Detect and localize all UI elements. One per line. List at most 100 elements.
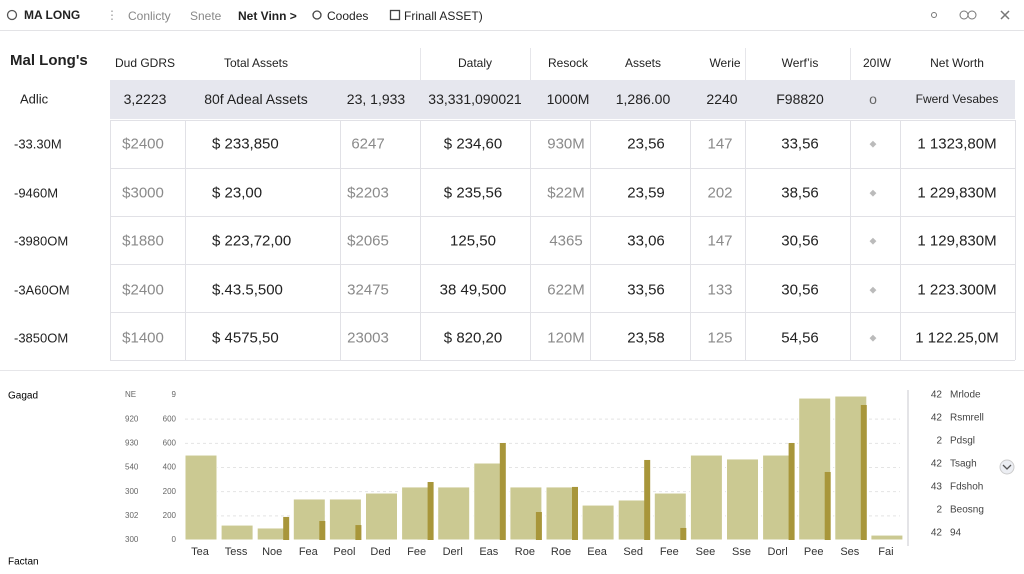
column-header: Total Assets <box>223 56 289 70</box>
axis-label: 920 <box>125 414 139 423</box>
col-divider <box>530 120 531 360</box>
bar <box>499 442 506 540</box>
cell: 4365 <box>549 232 583 250</box>
nav-item[interactable]: Snete <box>190 9 222 23</box>
cell: 30,56 <box>781 281 819 298</box>
nav-item[interactable]: Frinall ASSET) <box>404 9 483 23</box>
x-tick-label: Fea <box>299 546 319 558</box>
cell: 33,56 <box>627 281 665 298</box>
table-title: Mal Long's <box>10 52 88 69</box>
bar <box>319 521 326 540</box>
cell: ◆ <box>869 332 877 343</box>
cell: 23, 1,933 <box>346 91 406 107</box>
cell: 125 <box>707 329 733 347</box>
bar <box>870 534 904 541</box>
col-divider <box>530 48 531 80</box>
cell: 147 <box>707 232 733 250</box>
chart-footer: Factan <box>8 557 39 568</box>
bar <box>689 454 723 541</box>
col-divider <box>1015 120 1016 360</box>
legend-label: Rsmrell <box>950 413 984 424</box>
x-tick-label: Peol <box>333 546 355 558</box>
cell: 23,59 <box>627 184 665 201</box>
cell: 1 122.25,0M <box>915 329 999 347</box>
x-tick-label: Fee <box>407 546 426 558</box>
x-tick-label: See <box>696 546 716 558</box>
axis-label: NE <box>125 390 136 399</box>
axis-label: 9 <box>172 390 177 399</box>
row-label: -33.30M <box>14 136 62 152</box>
bar <box>726 458 759 541</box>
nav-item[interactable]: Coodes <box>327 9 369 23</box>
column-header: 20IW <box>862 56 892 70</box>
cell: 1 223.300M <box>917 281 997 298</box>
cell: F98820 <box>776 91 824 107</box>
nav-item[interactable]: Conlicty <box>128 9 171 23</box>
axis-label: 300 <box>125 535 139 544</box>
chart-label: Gagad <box>8 391 38 402</box>
cell: 1000M <box>546 91 590 107</box>
nav-icon <box>312 10 322 20</box>
legend-count: 42 <box>931 413 943 424</box>
col-divider <box>420 48 421 80</box>
cell: 38 49,500 <box>439 281 507 298</box>
cell: 33,06 <box>627 232 665 250</box>
col-divider <box>745 120 746 360</box>
cell: $22M <box>547 184 585 201</box>
column-header: Werf’is <box>781 56 819 70</box>
cell: ◆ <box>869 187 877 197</box>
bar <box>437 486 471 541</box>
window-controls[interactable] <box>928 8 1018 22</box>
cell: 23003 <box>347 329 389 347</box>
cell: $2400 <box>122 135 164 153</box>
bar <box>283 516 290 540</box>
cell: 1 129,830M <box>917 232 997 250</box>
bar <box>680 527 687 540</box>
axis-label: 400 <box>163 463 177 472</box>
highlight-row <box>110 80 1015 119</box>
cell: 133 <box>707 281 733 298</box>
x-tick-label: Ses <box>840 546 859 558</box>
x-tick-label: Pee <box>804 546 824 558</box>
x-tick-label: Tea <box>191 546 210 558</box>
cell: 1 229,830M <box>917 184 997 201</box>
axis-label: 0 <box>172 535 177 544</box>
x-tick-label: Sse <box>732 546 751 558</box>
x-tick-label: Sed <box>623 546 643 558</box>
cell: $ 234,60 <box>443 135 503 153</box>
bar <box>572 486 578 540</box>
row-divider <box>110 120 1015 121</box>
cell: 202 <box>707 184 733 201</box>
row-divider <box>110 216 1015 217</box>
axis-label: 302 <box>125 511 139 520</box>
col-divider <box>340 120 341 360</box>
nav-icon <box>389 9 401 21</box>
nav-item[interactable]: Net Vinn > <box>238 9 297 23</box>
cell: $2203 <box>347 184 389 201</box>
axis-label: 540 <box>125 463 139 472</box>
cell: $ 4575,50 <box>212 329 279 347</box>
cell: $ 233,850 <box>212 135 279 153</box>
x-tick-label: Roe <box>551 546 571 558</box>
row-label: -3A60OM <box>14 282 70 297</box>
cell: $1880 <box>122 232 164 250</box>
brand[interactable]: MA LONG <box>24 8 81 22</box>
col-divider <box>850 120 851 360</box>
cell: 6247 <box>351 135 385 153</box>
x-tick-label: Noe <box>262 546 282 558</box>
cell: $2400 <box>122 281 164 298</box>
bar <box>644 459 651 540</box>
legend-label: Mrlode <box>950 390 981 401</box>
col-divider <box>900 120 901 360</box>
bar <box>184 454 218 541</box>
column-header: Werie <box>709 56 741 70</box>
legend-count: 42 <box>931 390 943 401</box>
bar <box>535 512 542 540</box>
bar <box>788 442 795 540</box>
x-tick-label: Tess <box>225 546 248 558</box>
bar <box>355 525 362 540</box>
cell: 32475 <box>347 281 389 298</box>
column-header: Net Worth <box>930 56 984 70</box>
x-tick-label: Ded <box>370 546 390 558</box>
